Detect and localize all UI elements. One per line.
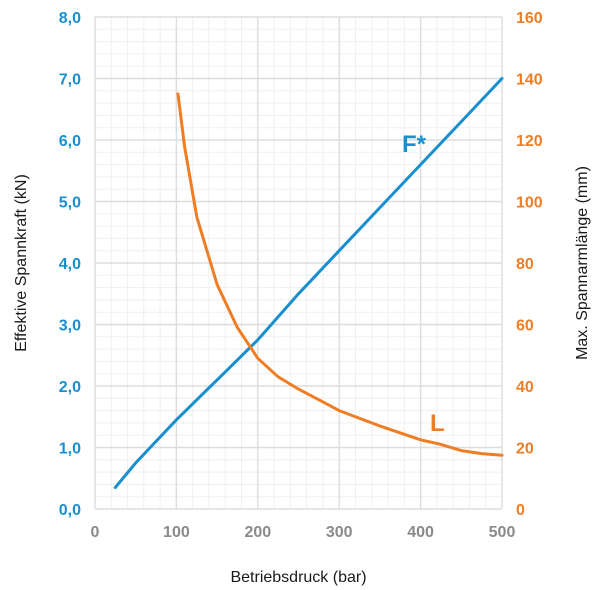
x-tick-label: 100	[163, 524, 190, 541]
series-label-F: F*	[402, 131, 427, 158]
y-right-tick-label: 120	[516, 133, 543, 150]
y-left-tick-label: 8,0	[59, 10, 81, 27]
y-right-tick-label: 160	[516, 10, 543, 27]
y-right-tick-label: 20	[516, 441, 534, 458]
y-left-tick-label: 5,0	[59, 195, 81, 212]
y-left-tick-label: 3,0	[59, 318, 81, 335]
series-line-L	[176, 92, 504, 457]
x-tick-label: 400	[407, 524, 434, 541]
x-axis-title: Betriebsdruck (bar)	[230, 569, 366, 586]
y-right-tick-label: 0	[516, 502, 525, 519]
series-line-F	[113, 77, 504, 489]
grid	[94, 16, 503, 510]
y-right-tick-label: 100	[516, 195, 543, 212]
y-axis-right-title: Max. Spannarmlänge (mm)	[574, 166, 591, 360]
y-right-tick-label: 80	[516, 256, 534, 273]
series-label-L: L	[430, 410, 445, 437]
series-lines	[113, 77, 504, 489]
x-tick-label: 0	[91, 524, 100, 541]
y-right-tick-label: 140	[516, 72, 543, 89]
y-left-tick-label: 4,0	[59, 256, 81, 273]
x-tick-label: 300	[326, 524, 353, 541]
y-right-tick-label: 40	[516, 379, 534, 396]
y-left-tick-label: 7,0	[59, 72, 81, 89]
tick-labels: 0 100 200 300 400 5000,01,02,03,04,05,06,07,0…	[59, 10, 543, 541]
y-left-tick-label: 0,0	[59, 502, 81, 519]
y-axis-left-title: Effektive Spannkraft (kN)	[13, 174, 30, 352]
y-left-tick-label: 1,0	[59, 441, 81, 458]
y-left-tick-label: 6,0	[59, 133, 81, 150]
x-tick-label: 200	[244, 524, 271, 541]
y-right-tick-label: 60	[516, 318, 534, 335]
y-left-tick-label: 2,0	[59, 379, 81, 396]
x-tick-label: 500	[489, 524, 516, 541]
